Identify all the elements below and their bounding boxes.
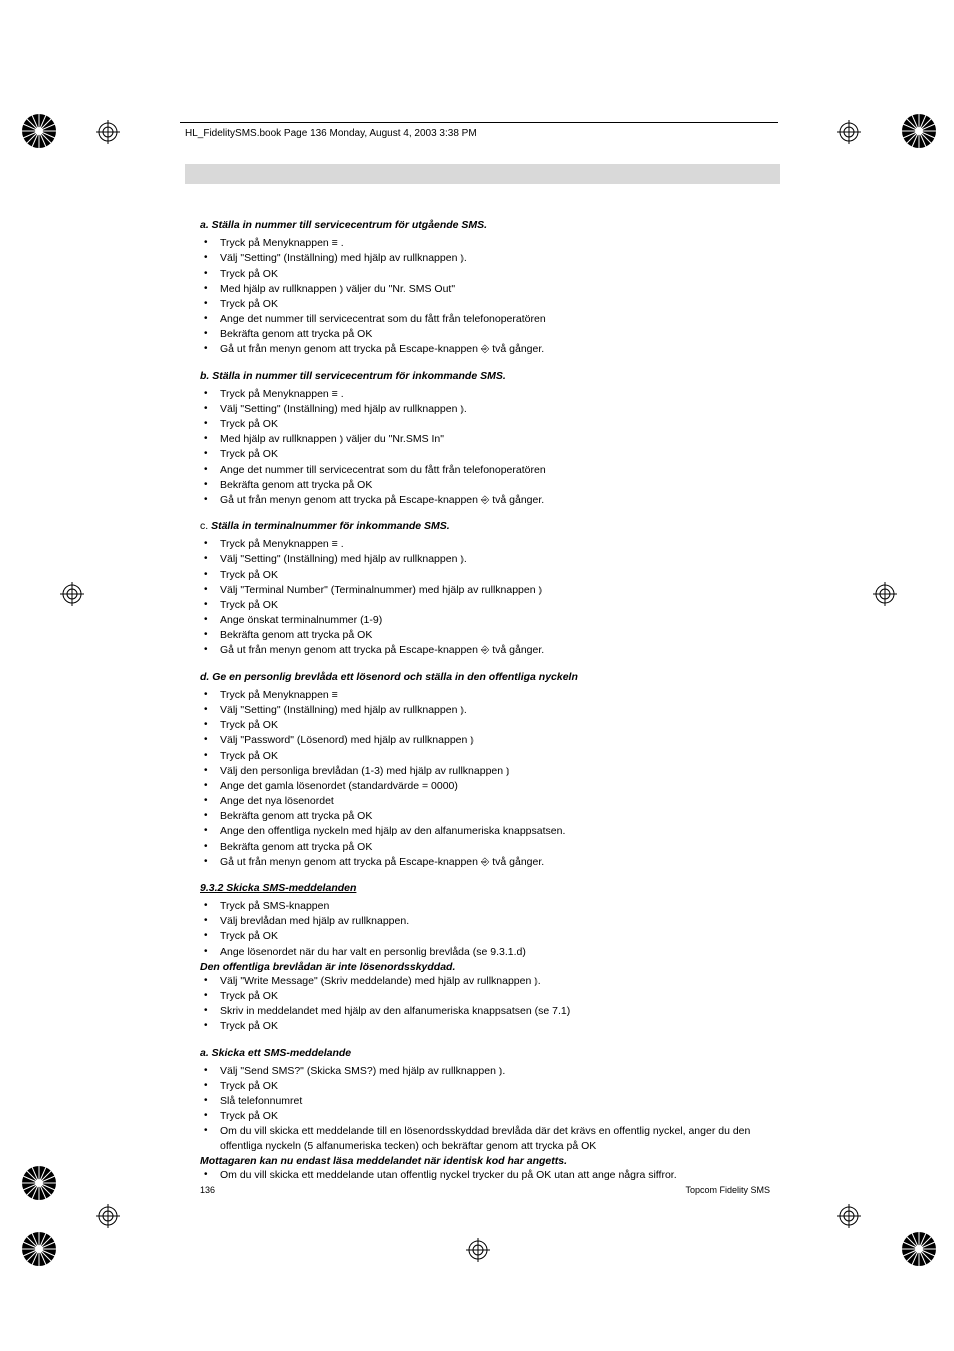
list-item: Tryck på OK — [200, 1019, 770, 1033]
running-head: HL_FidelitySMS.book Page 136 Monday, Aug… — [185, 128, 477, 139]
steps-932-1: Tryck på SMS-knappenVälj brevlådan med h… — [200, 899, 770, 959]
note-send: Mottagaren kan nu endast läsa meddelande… — [200, 1154, 770, 1168]
list-item: Tryck på OK — [200, 598, 770, 612]
list-item: Tryck på OK — [200, 989, 770, 1003]
list-item: Gå ut från menyn genom att trycka på Esc… — [200, 342, 770, 356]
list-item: Tryck på OK — [200, 417, 770, 431]
list-item: Tryck på OK — [200, 267, 770, 281]
radial-mark-br — [900, 1230, 938, 1268]
list-item: Välj "Password" (Lösenord) med hjälp av … — [200, 733, 770, 747]
list-item: Bekräfta genom att trycka på OK — [200, 478, 770, 492]
list-item: Ange det nummer till servicecentrat som … — [200, 312, 770, 326]
section-bar — [185, 164, 780, 184]
product-name: Topcom Fidelity SMS — [685, 1185, 770, 1195]
list-item: Ange den offentliga nyckeln med hjälp av… — [200, 824, 770, 838]
heading-932: 9.3.2 Skicka SMS-meddelanden — [200, 881, 770, 895]
list-item: Välj "Setting" (Inställning) med hjälp a… — [200, 703, 770, 717]
list-item: Välj "Setting" (Inställning) med hjälp a… — [200, 402, 770, 416]
list-item: Med hjälp av rullknappen ⦆ väljer du "Nr… — [200, 432, 770, 446]
page-number: 136 — [200, 1185, 215, 1195]
list-item: Bekräfta genom att trycka på OK — [200, 327, 770, 341]
list-item: Om du vill skicka ett meddelande till en… — [200, 1124, 770, 1152]
heading-c: c. Ställa in terminalnummer för inkomman… — [200, 519, 770, 533]
list-item: Tryck på SMS-knappen — [200, 899, 770, 913]
list-item: Tryck på Menyknappen ≡ . — [200, 236, 770, 250]
list-item: Tryck på OK — [200, 1109, 770, 1123]
steps-d: Tryck på Menyknappen ≡Välj "Setting" (In… — [200, 688, 770, 869]
list-item: Slå telefonnumret — [200, 1094, 770, 1108]
list-item: Välj brevlådan med hjälp av rullknappen. — [200, 914, 770, 928]
list-item: Välj "Setting" (Inställning) med hjälp a… — [200, 251, 770, 265]
heading-d: d. Ge en personlig brevlåda ett lösenord… — [200, 670, 770, 684]
list-item: Ange lösenordet när du har valt en perso… — [200, 945, 770, 959]
radial-mark-bl — [20, 1230, 58, 1268]
list-item: Ange det gamla lösenordet (standardvärde… — [200, 779, 770, 793]
list-item: Om du vill skicka ett meddelande utan of… — [200, 1168, 770, 1182]
heading-c-prefix: c. — [200, 520, 211, 532]
list-item: Välj "Setting" (Inställning) med hjälp a… — [200, 552, 770, 566]
heading-b: b. Ställa in nummer till servicecentrum … — [200, 369, 770, 383]
note-932: Den offentliga brevlådan är inte lösenor… — [200, 960, 770, 974]
list-item: Tryck på OK — [200, 718, 770, 732]
heading-send: a. Skicka ett SMS-meddelande — [200, 1046, 770, 1060]
list-item: Ange det nya lösenordet — [200, 794, 770, 808]
steps-send-2: Om du vill skicka ett meddelande utan of… — [200, 1168, 770, 1182]
list-item: Med hjälp av rullknappen ⦆ väljer du "Nr… — [200, 282, 770, 296]
reg-mark-bot-center — [466, 1238, 490, 1262]
footer: 136 Topcom Fidelity SMS — [200, 1185, 770, 1195]
list-item: Tryck på Menyknappen ≡ . — [200, 387, 770, 401]
list-item: Bekräfta genom att trycka på OK — [200, 809, 770, 823]
reg-mark-bot-left — [96, 1204, 120, 1228]
page-content: a. Ställa in nummer till servicecentrum … — [200, 206, 770, 1183]
reg-mark-top-left — [96, 120, 120, 144]
list-item: Bekräfta genom att trycka på OK — [200, 840, 770, 854]
reg-mark-mid-right — [873, 582, 897, 606]
list-item: Skriv in meddelandet med hjälp av den al… — [200, 1004, 770, 1018]
steps-932-2: Välj "Write Message" (Skriv meddelande) … — [200, 974, 770, 1034]
steps-a: Tryck på Menyknappen ≡ .Välj "Setting" (… — [200, 236, 770, 356]
list-item: Tryck på OK — [200, 568, 770, 582]
radial-mark-bl2 — [20, 1164, 58, 1202]
list-item: Tryck på OK — [200, 749, 770, 763]
list-item: Gå ut från menyn genom att trycka på Esc… — [200, 643, 770, 657]
reg-mark-top-right — [837, 120, 861, 144]
list-item: Tryck på Menyknappen ≡ . — [200, 537, 770, 551]
list-item: Välj "Send SMS?" (Skicka SMS?) med hjälp… — [200, 1064, 770, 1078]
heading-a: a. Ställa in nummer till servicecentrum … — [200, 218, 770, 232]
list-item: Tryck på OK — [200, 447, 770, 461]
list-item: Gå ut från menyn genom att trycka på Esc… — [200, 493, 770, 507]
list-item: Ange det nummer till servicecentrat som … — [200, 463, 770, 477]
reg-mark-bot-right — [837, 1204, 861, 1228]
steps-b: Tryck på Menyknappen ≡ .Välj "Setting" (… — [200, 387, 770, 507]
list-item: Tryck på Menyknappen ≡ — [200, 688, 770, 702]
list-item: Tryck på OK — [200, 297, 770, 311]
steps-c: Tryck på Menyknappen ≡ .Välj "Setting" (… — [200, 537, 770, 657]
list-item: Välj den personliga brevlådan (1-3) med … — [200, 764, 770, 778]
steps-send-1: Välj "Send SMS?" (Skicka SMS?) med hjälp… — [200, 1064, 770, 1153]
heading-c-title: Ställa in terminalnummer för inkommande … — [211, 520, 450, 532]
list-item: Välj "Terminal Number" (Terminalnummer) … — [200, 583, 770, 597]
radial-mark-tl — [20, 112, 58, 150]
list-item: Välj "Write Message" (Skriv meddelande) … — [200, 974, 770, 988]
reg-mark-mid-left — [60, 582, 84, 606]
list-item: Ange önskat terminalnummer (1-9) — [200, 613, 770, 627]
list-item: Tryck på OK — [200, 929, 770, 943]
header-rule — [180, 122, 778, 123]
list-item: Gå ut från menyn genom att trycka på Esc… — [200, 855, 770, 869]
list-item: Tryck på OK — [200, 1079, 770, 1093]
radial-mark-tr — [900, 112, 938, 150]
list-item: Bekräfta genom att trycka på OK — [200, 628, 770, 642]
